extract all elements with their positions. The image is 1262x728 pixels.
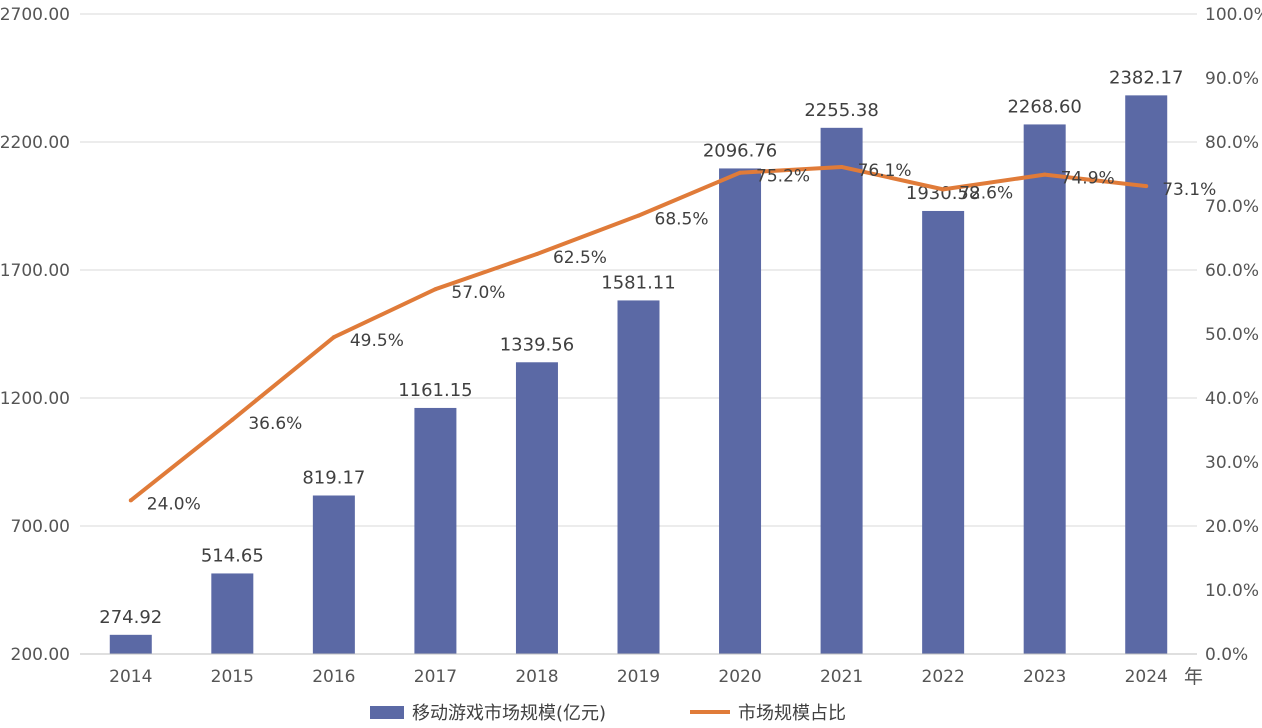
x-tick-label: 2024 — [1125, 667, 1168, 687]
bar — [312, 495, 355, 654]
bar — [922, 210, 965, 654]
line-value-label: 36.6% — [248, 414, 302, 434]
bar-value-label: 274.92 — [99, 607, 162, 628]
bar — [1125, 95, 1168, 654]
line-value-label: 57.0% — [451, 283, 505, 303]
left-tick-label: 700.00 — [11, 517, 70, 537]
bar-value-label: 2382.17 — [1109, 67, 1183, 88]
line-series: 24.0% 36.6% 49.5% 57.0% 62.5% 68.5% 75.2% 76.1%… — [128, 161, 1216, 514]
left-tick-label: 200.00 — [11, 645, 70, 665]
legend-bar-swatch — [370, 706, 404, 719]
line-point — [1144, 184, 1149, 189]
bar-value-label: 1161.15 — [398, 380, 472, 401]
left-tick-label: 1700.00 — [0, 261, 70, 281]
left-tick-label: 1200.00 — [0, 389, 70, 409]
line-value-label: 62.5% — [553, 248, 607, 268]
bar — [617, 300, 660, 654]
x-tick-label: 2015 — [211, 667, 254, 687]
line-point — [534, 252, 539, 256]
line-point — [636, 213, 641, 218]
right-tick-label: 40.0% — [1205, 389, 1259, 409]
x-tick-label: 2018 — [515, 667, 558, 687]
legend-line-label: 市场规模占比 — [738, 703, 846, 724]
line-point — [738, 170, 743, 175]
line-point — [839, 164, 844, 169]
right-tick-label: 0.0% — [1205, 645, 1248, 665]
left-tick-label: 2200.00 — [0, 133, 70, 153]
line-value-label: 72.6% — [959, 183, 1013, 203]
line-value-label: 73.1% — [1162, 180, 1216, 200]
right-tick-label: 50.0% — [1205, 325, 1259, 345]
right-tick-label: 70.0% — [1205, 197, 1259, 217]
line-point — [331, 335, 336, 340]
bar-value-label: 1339.56 — [500, 334, 574, 355]
x-tick-label: 2014 — [109, 667, 152, 687]
line-point — [230, 417, 235, 422]
right-tick-label: 30.0% — [1205, 453, 1259, 473]
right-tick-label: 20.0% — [1205, 517, 1259, 537]
x-tick-label: 2019 — [617, 667, 660, 687]
line-point — [941, 187, 946, 192]
bar-value-label: 819.17 — [302, 467, 365, 488]
bar — [414, 407, 457, 654]
line-value-label: 68.5% — [655, 210, 709, 230]
x-tick-label: 2016 — [312, 667, 355, 687]
x-tick-label: 2023 — [1023, 667, 1066, 687]
bar — [211, 573, 254, 654]
right-tick-label: 80.0% — [1205, 133, 1259, 153]
bar-value-label: 2096.76 — [703, 140, 777, 161]
line-point — [433, 287, 438, 292]
line-value-label: 74.9% — [1061, 169, 1115, 189]
bar-value-label: 514.65 — [201, 545, 264, 566]
x-tick-label: 2020 — [718, 667, 761, 687]
bar — [719, 168, 762, 654]
x-tick-label: 2021 — [820, 667, 863, 687]
bar — [109, 634, 152, 654]
right-tick-label: 60.0% — [1205, 261, 1259, 281]
bar-value-label: 2268.60 — [1007, 96, 1081, 117]
left-tick-label: 2700.00 — [0, 5, 70, 25]
line-value-label: 24.0% — [147, 494, 201, 514]
bar — [515, 362, 558, 654]
line-value-label: 76.1% — [858, 161, 912, 181]
line-value-label: 75.2% — [756, 167, 810, 187]
left-axis: 200.00 700.00 1200.00 1700.00 2200.00 2700.00 — [0, 5, 70, 665]
bar-value-label: 2255.38 — [804, 100, 878, 121]
line-point — [128, 498, 133, 503]
right-axis: 0.0% 10.0% 20.0% 30.0% 40.0% 50.0% 60.0% 70.0% 8… — [1205, 5, 1262, 665]
x-axis-unit-label: 年 — [1184, 666, 1203, 688]
x-tick-label: 2022 — [922, 667, 965, 687]
right-tick-label: 100.0% — [1205, 5, 1262, 25]
legend: 移动游戏市场规模(亿元) 市场规模占比 — [370, 703, 846, 724]
bar — [1023, 124, 1066, 654]
line-value-label: 49.5% — [350, 331, 404, 351]
right-tick-label: 90.0% — [1205, 69, 1259, 89]
bar-series: 274.92 514.65 819.17 1161.15 1339.56 1581.11 2… — [99, 67, 1183, 654]
line-point — [1042, 172, 1047, 177]
bar-value-label: 1581.11 — [601, 272, 675, 293]
x-tick-label: 2017 — [414, 667, 457, 687]
legend-bar-label: 移动游戏市场规模(亿元) — [412, 703, 606, 724]
right-tick-label: 10.0% — [1205, 581, 1259, 601]
x-axis: 2014 2015 2016 2017 2018 2019 2020 2021 2022 2023… — [80, 653, 1197, 687]
bar — [820, 127, 863, 654]
